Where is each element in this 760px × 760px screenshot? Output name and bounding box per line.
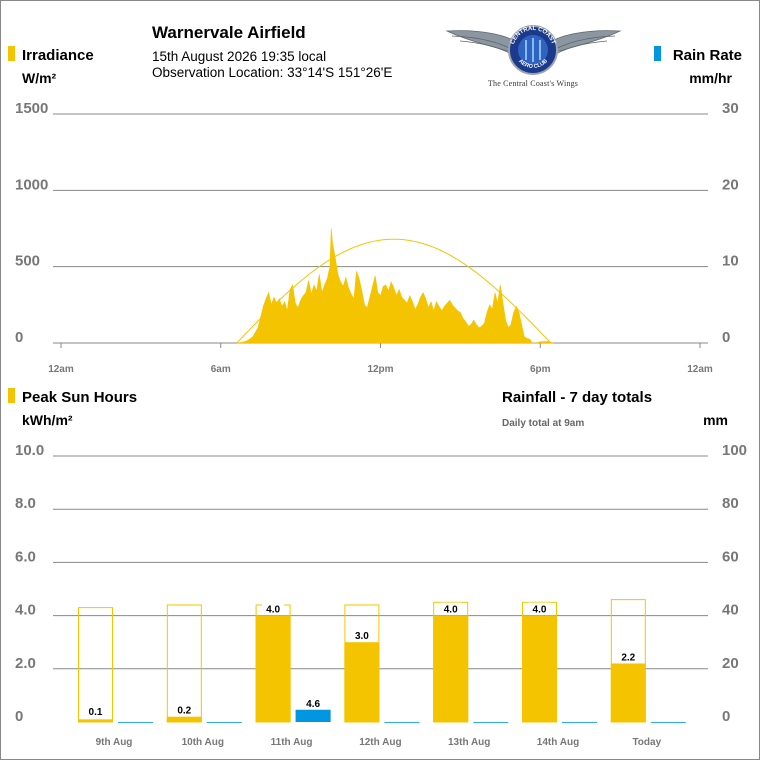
day-x-tick-label: Today (632, 737, 661, 748)
peak-sun-bar (610, 663, 646, 722)
irradiance-series (236, 228, 554, 344)
rain-rate-y-tick: 10 (722, 253, 739, 270)
rainfall-unit: mm (703, 412, 728, 428)
irradiance-y-tick: 0 (15, 329, 23, 346)
rain-rate-y-tick: 30 (722, 100, 739, 117)
peak-sun-y-tick: 0 (15, 708, 23, 725)
rainfall-title: Rainfall - 7 day totals (502, 389, 652, 406)
peak-sun-label-bg (262, 602, 285, 615)
rainfall-y-tick: 40 (722, 602, 739, 619)
day-x-axis: 9th Aug 10th Aug 11th Aug 12th Aug 13th Aug 1… (96, 737, 662, 748)
peak-sun-value-label: 4.0 (444, 605, 458, 616)
rain-rate-y-tick: 0 (722, 329, 730, 346)
peak-sun-value-label: 4.0 (266, 605, 280, 616)
rainfall-value-label: 4.6 (306, 699, 320, 710)
daily-totals-chart: Peak Sun Hours kWh/m² Rainfall - 7 day t… (8, 388, 747, 748)
peak-sun-legend-label: Peak Sun Hours (22, 389, 137, 406)
peak-sun-y-tick: 6.0 (15, 548, 36, 565)
rainfall-bar (295, 709, 331, 722)
irradiance-y-tick: 1000 (15, 176, 48, 193)
day-x-tick-label: 10th Aug (182, 737, 224, 748)
peak-sun-value-label: 4.0 (533, 605, 547, 616)
rain-rate-unit: mm/hr (689, 70, 732, 86)
time-x-tick-label: 6pm (530, 364, 551, 375)
rainfall-note: Daily total at 9am (502, 418, 584, 429)
aero-club-logo: CENTRAL COAST AERO CLUB The Central Coas… (445, 25, 622, 88)
time-x-tick-label: 12pm (367, 364, 393, 375)
peak-sun-y-tick: 10.0 (15, 442, 44, 459)
peak-sun-bar (433, 615, 469, 722)
rainfall-bar (650, 722, 686, 723)
time-x-tick-label: 12am (48, 364, 74, 375)
day-x-tick-label: 9th Aug (96, 737, 133, 748)
peak-sun-label-bg (617, 650, 640, 663)
peak-sun-label-bg (350, 629, 373, 642)
logo-ring-bottom-text: AERO CLUB (517, 58, 549, 70)
rain-rate-y-tick: 20 (722, 176, 739, 193)
logo-tagline: The Central Coast's Wings (488, 79, 578, 88)
daily-gridlines (53, 455, 708, 670)
irradiance-y-axis: 1500 1000 500 0 (15, 100, 48, 346)
peak-sun-y-tick: 4.0 (15, 602, 36, 619)
peak-sun-bar (166, 716, 202, 722)
peak-sun-y-axis: 10.0 8.0 6.0 4.0 2.0 0 (15, 442, 44, 725)
rainfall-y-tick: 0 (722, 708, 730, 725)
peak-sun-label-bg (173, 703, 196, 716)
peak-sun-bar (344, 642, 380, 722)
day-x-tick-label: 12th Aug (359, 737, 401, 748)
irradiance-y-tick: 1500 (15, 100, 48, 117)
peak-sun-legend-swatch (8, 388, 15, 403)
daily-bars: 0.1 0.2 4.0 4.6 3.0 4.0 4.0 2.2 (78, 599, 686, 723)
rain-rate-y-axis: 30 20 10 0 (722, 100, 739, 346)
day-x-tick-label: 11th Aug (271, 737, 313, 748)
peak-sun-value-label: 0.2 (177, 706, 191, 717)
station-title: Warnervale Airfield (152, 23, 306, 42)
irradiance-legend-swatch (8, 46, 15, 61)
irradiance-area (236, 228, 554, 344)
peak-sun-value-label: 2.2 (621, 652, 635, 663)
peak-sun-label-bg (528, 602, 551, 615)
peak-sun-bar (78, 719, 113, 722)
peak-sun-unit: kWh/m² (22, 412, 73, 428)
time-x-tick-label: 12am (687, 364, 713, 375)
observation-datetime: 15th August 2026 19:35 local (152, 49, 326, 64)
rainfall-bar (473, 722, 509, 723)
peak-sun-bar (255, 615, 291, 722)
peak-sun-bar (522, 615, 557, 722)
rainfall-y-tick: 100 (722, 442, 747, 459)
day-x-tick-label: 14th Aug (537, 737, 579, 748)
peak-sun-value-label: 0.1 (89, 707, 103, 718)
irradiance-unit: W/m² (22, 70, 57, 86)
rainfall-y-axis: 100 80 60 40 20 0 (722, 442, 747, 725)
peak-sun-y-tick: 8.0 (15, 495, 36, 512)
peak-sun-value-label: 3.0 (355, 631, 369, 642)
rainfall-bar (384, 722, 420, 723)
clear-sky-potential-bar (78, 607, 113, 723)
rainfall-y-tick: 20 (722, 655, 739, 672)
clear-sky-curve (236, 238, 552, 344)
irradiance-legend-label: Irradiance (22, 47, 94, 64)
observation-location: Observation Location: 33°14'S 151°26'E (152, 65, 392, 80)
rain-rate-legend-swatch (654, 46, 661, 61)
rainfall-bar (562, 722, 597, 723)
rainfall-y-tick: 60 (722, 548, 739, 565)
time-x-axis: 12am 6am 12pm 6pm 12am (48, 343, 713, 375)
day-x-tick-label: 13th Aug (448, 737, 490, 748)
irradiance-chart: Irradiance W/m² Rain Rate mm/hr 15001000… (8, 46, 742, 375)
peak-sun-label-bg (439, 602, 462, 615)
time-x-tick-label: 6am (211, 364, 231, 375)
rainfall-y-tick: 80 (722, 495, 739, 512)
irradiance-y-tick: 500 (15, 253, 40, 270)
rainfall-bar (206, 722, 242, 723)
peak-sun-label-bg (84, 705, 107, 717)
rainfall-bar (118, 722, 153, 723)
rain-rate-legend-label: Rain Rate (673, 47, 742, 64)
peak-sun-y-tick: 2.0 (15, 655, 36, 672)
